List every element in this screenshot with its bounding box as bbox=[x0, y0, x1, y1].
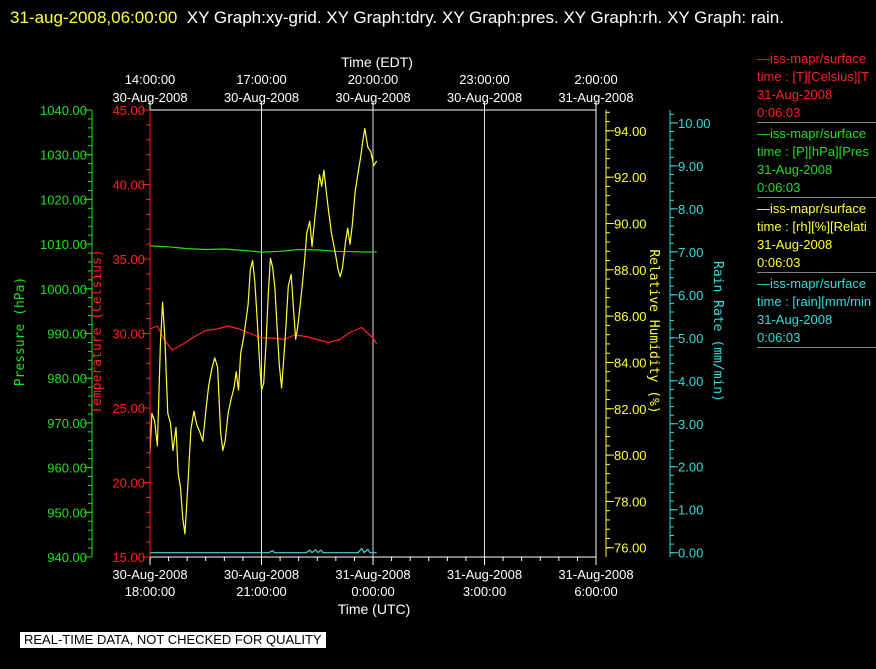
pressure-tick-label: 1010.00 bbox=[40, 237, 87, 252]
temperature-tick-label: 20.00 bbox=[112, 476, 145, 491]
pressure-tick-label: 1000.00 bbox=[40, 282, 87, 297]
x-tick-label-time: 0:00:00 bbox=[351, 584, 394, 599]
temperature-tick-label: 35.00 bbox=[112, 252, 145, 267]
temperature-series-line bbox=[149, 325, 378, 351]
legend-entry-text: 0:06:03 bbox=[757, 180, 801, 195]
pressure-tick-label: 970.00 bbox=[47, 416, 87, 431]
rain-tick-label: 5.00 bbox=[678, 331, 703, 346]
rain-tick-label: 6.00 bbox=[678, 288, 703, 303]
legend-entry-text: 0:06:03 bbox=[757, 255, 801, 270]
x-tick-label-date: 30-Aug-2008 bbox=[224, 567, 299, 582]
title-timestamp: 31-aug-2008,06:00:00 bbox=[10, 8, 178, 27]
x-axis-label-utc: Time (UTC) bbox=[338, 601, 411, 617]
top-tick-label-date: 30-Aug-2008 bbox=[447, 90, 522, 105]
pressure-series-line bbox=[149, 245, 377, 253]
axes-layer: 30-Aug-2008 18:00:00 14:00:00 30-Aug-2008 30… bbox=[13, 54, 725, 617]
humidity-series-line bbox=[149, 127, 378, 535]
rain-tick-label: 3.00 bbox=[678, 417, 703, 432]
humidity-tick-label: 94.00 bbox=[614, 124, 647, 139]
temperature-axis-label: Temperature (Celsius) bbox=[90, 249, 105, 413]
legend-entry-text: 31-Aug-2008 bbox=[757, 162, 833, 177]
rain-tick-label: 4.00 bbox=[678, 374, 703, 389]
top-tick-label-time: 20:00:00 bbox=[348, 72, 399, 87]
pressure-tick-label: 980.00 bbox=[47, 371, 87, 386]
top-tick-label-time: 23:00:00 bbox=[459, 72, 510, 87]
temperature-tick-label: 30.00 bbox=[112, 327, 145, 342]
x-tick-label-time: 6:00:00 bbox=[574, 584, 617, 599]
title-graph-names: XY Graph:xy-grid. XY Graph:tdry. XY Grap… bbox=[186, 8, 784, 27]
legend-entry: —iss-mapr/surface time : [P][hPa][Pres 31-… bbox=[757, 125, 876, 198]
pressure-tick-label: 940.00 bbox=[47, 550, 87, 565]
pressure-tick-label: 960.00 bbox=[47, 461, 87, 476]
x-axis-label-edt: Time (EDT) bbox=[341, 54, 413, 70]
legend-entry-text: 31-Aug-2008 bbox=[757, 312, 833, 327]
pressure-tick-label: 1040.00 bbox=[40, 103, 87, 118]
legend-entry-text: time : [rh][%][Relati bbox=[757, 219, 867, 234]
x-tick-label-time: 3:00:00 bbox=[463, 584, 506, 599]
legend-entry-text: time : [P][hPa][Pres bbox=[757, 144, 869, 159]
rain-tick-label: 9.00 bbox=[678, 159, 703, 174]
legend-entry-text: —iss-mapr/surface bbox=[757, 276, 867, 291]
top-tick-label-date: 30-Aug-2008 bbox=[224, 90, 299, 105]
pressure-tick-label: 1030.00 bbox=[40, 148, 87, 163]
rain-tick-label: 7.00 bbox=[678, 245, 703, 260]
humidity-tick-label: 88.00 bbox=[614, 263, 647, 278]
graph-title: 31-aug-2008,06:00:00 XY Graph:xy-grid. X… bbox=[10, 3, 860, 32]
legend-entry: —iss-mapr/surface time : [rain][mm/min 31-… bbox=[757, 275, 876, 348]
legend-entry-text: —iss-mapr/surface bbox=[757, 201, 867, 216]
x-tick-label-date: 31-Aug-2008 bbox=[335, 567, 410, 582]
legend-entry-text: 31-Aug-2008 bbox=[757, 237, 833, 252]
pressure-tick-label: 990.00 bbox=[47, 327, 87, 342]
quality-disclaimer: REAL-TIME DATA, NOT CHECKED FOR QUALITY bbox=[20, 632, 326, 648]
top-tick-label-date: 30-Aug-2008 bbox=[335, 90, 410, 105]
humidity-tick-label: 78.00 bbox=[614, 494, 647, 509]
legend-entry-text: 31-Aug-2008 bbox=[757, 87, 833, 102]
grid-lines bbox=[149, 110, 597, 557]
rain-series-line bbox=[150, 547, 377, 554]
legend: —iss-mapr/surface time : [T][Celsius][T 31… bbox=[757, 50, 876, 350]
rain-tick-label: 1.00 bbox=[678, 503, 703, 518]
legend-entry: —iss-mapr/surface time : [T][Celsius][T 31… bbox=[757, 50, 876, 123]
series-layer bbox=[149, 127, 378, 554]
temperature-tick-label: 15.00 bbox=[112, 550, 145, 565]
legend-entry-text: time : [T][Celsius][T bbox=[757, 69, 869, 84]
top-tick-label-time: 17:00:00 bbox=[236, 72, 287, 87]
legend-entry-text: time : [rain][mm/min bbox=[757, 294, 872, 309]
humidity-tick-label: 76.00 bbox=[614, 541, 647, 556]
top-tick-label-time: 2:00:00 bbox=[574, 72, 617, 87]
temperature-tick-label: 25.00 bbox=[112, 401, 145, 416]
humidity-axis-label: Relative Humidity (%) bbox=[646, 249, 661, 413]
humidity-tick-label: 80.00 bbox=[614, 448, 647, 463]
rain-tick-label: 8.00 bbox=[678, 202, 703, 217]
x-tick-label-date: 31-Aug-2008 bbox=[447, 567, 522, 582]
top-tick-label-time: 14:00:00 bbox=[125, 72, 176, 87]
rain-tick-label: 2.00 bbox=[678, 460, 703, 475]
top-tick-label-date: 30-Aug-2008 bbox=[112, 90, 187, 105]
humidity-tick-label: 82.00 bbox=[614, 402, 647, 417]
pressure-tick-label: 1020.00 bbox=[40, 192, 87, 207]
rain-tick-label: 0.00 bbox=[678, 546, 703, 561]
legend-entry-text: —iss-mapr/surface bbox=[757, 126, 867, 141]
humidity-tick-label: 86.00 bbox=[614, 309, 647, 324]
rain-tick-label: 10.00 bbox=[678, 116, 711, 131]
top-tick-label-date: 31-Aug-2008 bbox=[558, 90, 633, 105]
pressure-axis-label: Pressure (hPa) bbox=[13, 277, 28, 387]
legend-entry-text: 0:06:03 bbox=[757, 330, 801, 345]
pressure-tick-label: 950.00 bbox=[47, 505, 87, 520]
legend-entry: —iss-mapr/surface time : [rh][%][Relati 31… bbox=[757, 200, 876, 273]
rain-axis-label: Rain Rate (mm/min) bbox=[710, 261, 725, 402]
legend-entry-text: —iss-mapr/surface bbox=[757, 51, 867, 66]
temperature-tick-label: 40.00 bbox=[112, 178, 145, 193]
x-tick-label-time: 18:00:00 bbox=[125, 584, 176, 599]
humidity-tick-label: 84.00 bbox=[614, 355, 647, 370]
humidity-tick-label: 92.00 bbox=[614, 170, 647, 185]
x-tick-label-time: 21:00:00 bbox=[236, 584, 287, 599]
temperature-tick-label: 45.00 bbox=[112, 103, 145, 118]
humidity-tick-label: 90.00 bbox=[614, 216, 647, 231]
x-tick-label-date: 31-Aug-2008 bbox=[558, 567, 633, 582]
x-tick-label-date: 30-Aug-2008 bbox=[112, 567, 187, 582]
legend-entry-text: 0:06:03 bbox=[757, 105, 801, 120]
